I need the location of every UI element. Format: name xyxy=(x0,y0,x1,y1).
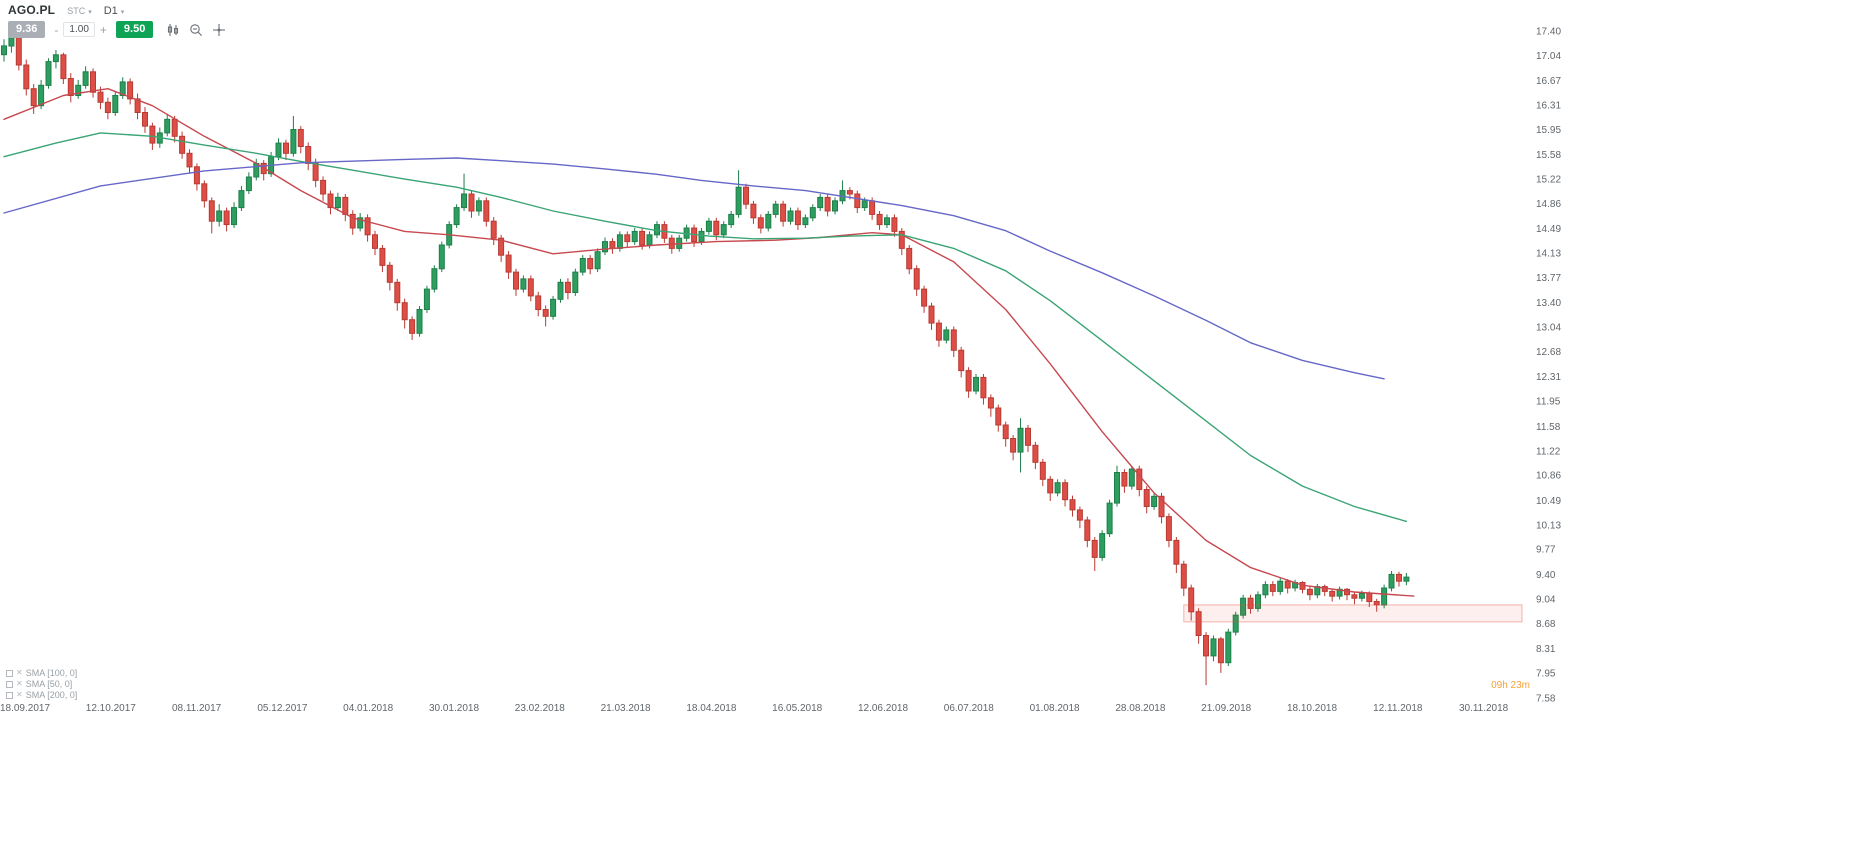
svg-text:13.40: 13.40 xyxy=(1536,298,1561,309)
svg-text:06.07.2018: 06.07.2018 xyxy=(944,703,994,714)
svg-text:10.49: 10.49 xyxy=(1536,496,1561,507)
indicator-label: SMA [100, 0] xyxy=(25,668,78,678)
svg-text:13.04: 13.04 xyxy=(1536,323,1561,334)
indicator-settings-icon[interactable] xyxy=(6,669,13,677)
crosshair-icon[interactable] xyxy=(212,23,226,37)
volume-stepper: - 1.00 + xyxy=(52,22,108,37)
svg-text:8.68: 8.68 xyxy=(1536,619,1556,630)
svg-text:12.10.2017: 12.10.2017 xyxy=(86,703,136,714)
svg-text:9.77: 9.77 xyxy=(1536,545,1556,556)
sma-overlay-lines xyxy=(3,87,1415,597)
svg-text:15.22: 15.22 xyxy=(1536,175,1561,186)
svg-text:14.13: 14.13 xyxy=(1536,249,1561,260)
svg-text:9.04: 9.04 xyxy=(1536,594,1556,605)
time-axis[interactable]: 18.09.2017 12.10.2017 08.11.2017 05.12.2017… xyxy=(0,703,1509,714)
zoom-out-icon[interactable] xyxy=(189,23,203,37)
svg-text:12.68: 12.68 xyxy=(1536,347,1561,358)
candle-countdown: 09h 23m xyxy=(1491,680,1530,691)
svg-text:16.67: 16.67 xyxy=(1536,76,1561,87)
svg-text:12.11.2018: 12.11.2018 xyxy=(1373,703,1423,714)
indicator-label: SMA [50, 0] xyxy=(25,679,73,689)
symbol-label[interactable]: AGO.PL xyxy=(8,3,56,17)
svg-text:28.08.2018: 28.08.2018 xyxy=(1115,703,1165,714)
svg-text:18.10.2018: 18.10.2018 xyxy=(1287,703,1337,714)
svg-text:16.31: 16.31 xyxy=(1536,101,1561,112)
indicator-label: SMA [200, 0] xyxy=(25,690,78,700)
svg-text:30.01.2018: 30.01.2018 xyxy=(429,703,479,714)
svg-text:16.05.2018: 16.05.2018 xyxy=(772,703,822,714)
svg-text:8.31: 8.31 xyxy=(1536,644,1556,655)
legend-row-sma50: ✕ SMA [50, 0] xyxy=(6,679,77,689)
candlestick-chart-icon[interactable] xyxy=(166,23,180,37)
exchange-label: STC xyxy=(67,6,86,16)
timeframe-dropdown[interactable]: D1 ▾ xyxy=(104,5,125,17)
indicator-legend: ✕ SMA [100, 0] ✕ SMA [50, 0] ✕ SMA [200,… xyxy=(6,668,77,701)
svg-text:21.09.2018: 21.09.2018 xyxy=(1201,703,1251,714)
svg-text:21.03.2018: 21.03.2018 xyxy=(601,703,651,714)
svg-text:08.11.2017: 08.11.2017 xyxy=(172,703,222,714)
volume-value[interactable]: 1.00 xyxy=(63,22,95,37)
svg-text:04.01.2018: 04.01.2018 xyxy=(343,703,393,714)
indicator-settings-icon[interactable] xyxy=(6,691,13,699)
svg-text:18.04.2018: 18.04.2018 xyxy=(686,703,736,714)
svg-text:7.58: 7.58 xyxy=(1536,694,1556,705)
svg-text:05.12.2017: 05.12.2017 xyxy=(257,703,307,714)
svg-text:23.02.2018: 23.02.2018 xyxy=(515,703,565,714)
price-axis[interactable]: 17.40 17.04 16.67 16.31 15.95 15.58 15.22 14.86… xyxy=(1536,27,1561,705)
chevron-down-icon: ▾ xyxy=(88,9,92,16)
svg-text:13.77: 13.77 xyxy=(1536,273,1561,284)
indicator-remove-icon[interactable]: ✕ xyxy=(16,668,23,677)
market-dropdown[interactable]: STC ▾ xyxy=(67,6,92,16)
svg-text:17.40: 17.40 xyxy=(1536,27,1561,38)
svg-text:17.04: 17.04 xyxy=(1536,51,1561,62)
support-zone-drawing[interactable] xyxy=(1183,604,1523,623)
svg-text:11.58: 11.58 xyxy=(1536,422,1561,433)
svg-text:12.06.2018: 12.06.2018 xyxy=(858,703,908,714)
svg-text:01.08.2018: 01.08.2018 xyxy=(1030,703,1080,714)
svg-text:10.86: 10.86 xyxy=(1536,471,1561,482)
svg-text:10.13: 10.13 xyxy=(1536,520,1561,531)
legend-row-sma100: ✕ SMA [100, 0] xyxy=(6,668,77,678)
svg-text:15.95: 15.95 xyxy=(1536,125,1561,136)
svg-text:7.95: 7.95 xyxy=(1536,668,1556,679)
chevron-down-icon: ▾ xyxy=(120,9,125,16)
svg-text:9.40: 9.40 xyxy=(1536,570,1556,581)
indicator-remove-icon[interactable]: ✕ xyxy=(16,679,23,688)
svg-text:14.49: 14.49 xyxy=(1536,224,1561,235)
buy-button[interactable]: 9.50 xyxy=(115,21,154,38)
chart-toolbar: AGO.PL STC ▾ D1 ▾ 9.36 - 1.00 + 9.50 xyxy=(8,3,226,38)
svg-text:11.22: 11.22 xyxy=(1536,446,1561,457)
volume-decrease-button[interactable]: - xyxy=(54,22,59,37)
svg-text:30.11.2018: 30.11.2018 xyxy=(1459,703,1509,714)
svg-text:18.09.2017: 18.09.2017 xyxy=(0,703,50,714)
legend-row-sma200: ✕ SMA [200, 0] xyxy=(6,690,77,700)
indicator-remove-icon[interactable]: ✕ xyxy=(16,690,23,699)
svg-text:14.86: 14.86 xyxy=(1536,199,1561,210)
indicator-settings-icon[interactable] xyxy=(6,680,13,688)
svg-text:15.58: 15.58 xyxy=(1536,150,1561,161)
sell-button[interactable]: 9.36 xyxy=(8,21,46,38)
svg-text:11.95: 11.95 xyxy=(1536,397,1561,408)
volume-increase-button[interactable]: + xyxy=(99,22,107,37)
candlestick-series xyxy=(1,31,1410,686)
timeframe-label: D1 xyxy=(103,5,118,17)
svg-text:12.31: 12.31 xyxy=(1536,372,1561,383)
